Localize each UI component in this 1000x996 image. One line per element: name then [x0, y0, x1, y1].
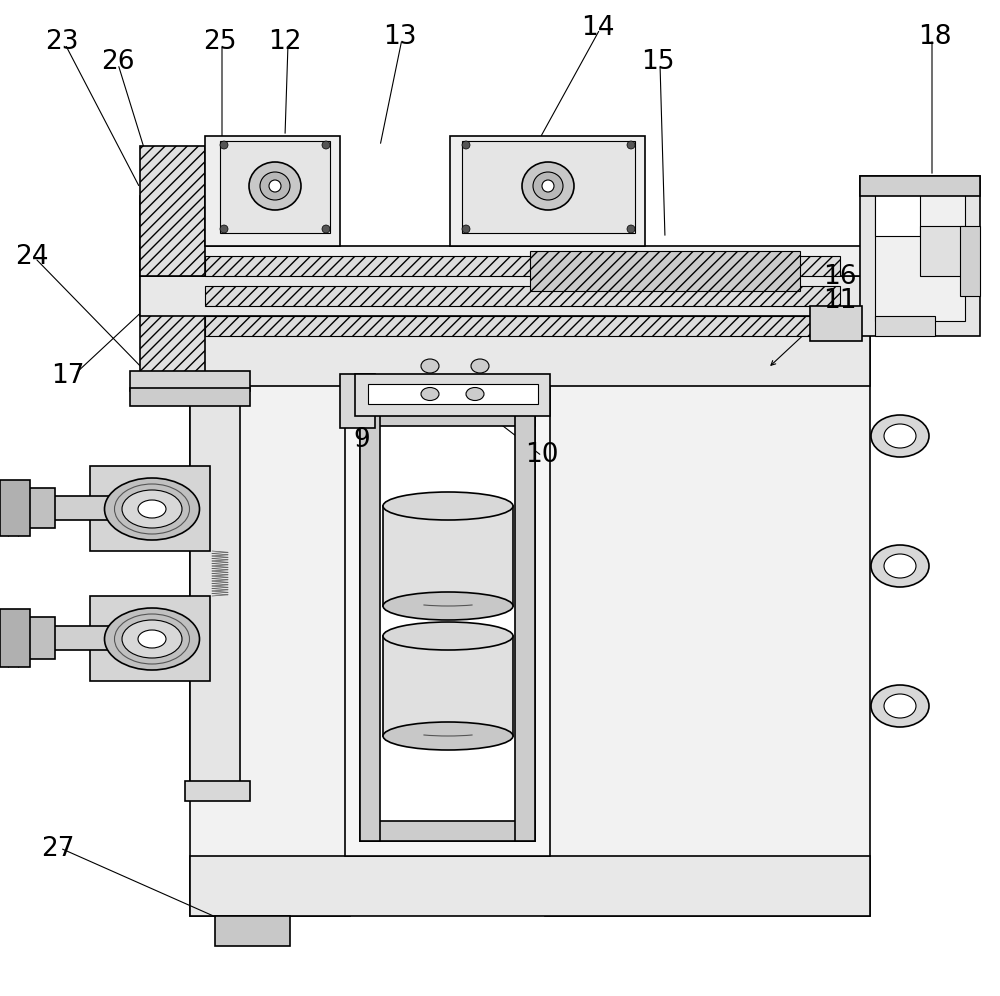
Ellipse shape	[421, 359, 439, 373]
Polygon shape	[368, 384, 538, 404]
Text: 24: 24	[15, 244, 49, 270]
Ellipse shape	[138, 630, 166, 648]
Polygon shape	[130, 388, 250, 406]
Ellipse shape	[627, 141, 635, 149]
Ellipse shape	[542, 180, 554, 192]
Ellipse shape	[383, 722, 513, 750]
Polygon shape	[875, 191, 965, 321]
Polygon shape	[875, 316, 935, 336]
Ellipse shape	[871, 415, 929, 457]
Polygon shape	[860, 176, 980, 336]
Polygon shape	[220, 141, 330, 233]
Polygon shape	[140, 196, 205, 376]
Polygon shape	[0, 617, 55, 659]
Polygon shape	[0, 488, 55, 528]
Polygon shape	[190, 316, 350, 916]
Ellipse shape	[522, 162, 574, 210]
Text: 17: 17	[51, 364, 85, 389]
Ellipse shape	[871, 685, 929, 727]
Polygon shape	[190, 396, 240, 796]
Text: 11: 11	[823, 288, 857, 314]
Ellipse shape	[383, 622, 513, 650]
Polygon shape	[0, 480, 30, 536]
Polygon shape	[205, 316, 840, 336]
Ellipse shape	[421, 387, 439, 400]
Bar	[215, 916, 290, 946]
Polygon shape	[383, 636, 513, 736]
Ellipse shape	[104, 608, 200, 670]
Polygon shape	[462, 141, 635, 233]
Ellipse shape	[884, 424, 916, 448]
Ellipse shape	[627, 225, 635, 233]
Ellipse shape	[884, 554, 916, 578]
Polygon shape	[205, 256, 840, 276]
Ellipse shape	[260, 172, 290, 200]
Ellipse shape	[322, 225, 330, 233]
Text: 10: 10	[525, 442, 559, 468]
Polygon shape	[90, 466, 210, 551]
Ellipse shape	[138, 500, 166, 518]
Polygon shape	[205, 136, 340, 246]
Text: 27: 27	[41, 836, 75, 862]
Text: 23: 23	[45, 29, 79, 55]
Polygon shape	[875, 191, 920, 236]
Polygon shape	[360, 401, 380, 841]
Polygon shape	[0, 609, 30, 667]
Polygon shape	[0, 496, 115, 520]
Polygon shape	[190, 316, 870, 386]
Polygon shape	[960, 226, 980, 296]
Text: 13: 13	[383, 24, 417, 50]
Polygon shape	[205, 286, 840, 306]
Polygon shape	[0, 626, 115, 650]
Polygon shape	[920, 226, 965, 276]
Polygon shape	[140, 276, 875, 316]
Polygon shape	[140, 146, 205, 276]
Text: 14: 14	[581, 15, 615, 41]
Polygon shape	[355, 374, 550, 416]
Ellipse shape	[533, 172, 563, 200]
Polygon shape	[190, 856, 870, 916]
Polygon shape	[810, 306, 862, 341]
Polygon shape	[90, 596, 210, 681]
Ellipse shape	[104, 478, 200, 540]
Polygon shape	[360, 401, 535, 426]
Polygon shape	[340, 374, 375, 428]
Text: 12: 12	[268, 29, 302, 55]
Ellipse shape	[383, 492, 513, 520]
Text: 9: 9	[354, 427, 370, 453]
Ellipse shape	[322, 141, 330, 149]
Polygon shape	[545, 316, 870, 916]
Ellipse shape	[122, 490, 182, 528]
Polygon shape	[383, 506, 513, 606]
Ellipse shape	[466, 387, 484, 400]
Bar	[360, 401, 535, 841]
Ellipse shape	[383, 592, 513, 620]
Polygon shape	[345, 386, 550, 856]
Text: 16: 16	[823, 264, 857, 290]
Ellipse shape	[249, 162, 301, 210]
Ellipse shape	[122, 620, 182, 658]
Ellipse shape	[220, 225, 228, 233]
Ellipse shape	[871, 545, 929, 587]
Ellipse shape	[462, 141, 470, 149]
Text: 25: 25	[203, 29, 237, 55]
Text: 18: 18	[918, 24, 952, 50]
Polygon shape	[185, 781, 250, 801]
Ellipse shape	[471, 359, 489, 373]
Ellipse shape	[220, 141, 228, 149]
Ellipse shape	[462, 225, 470, 233]
Polygon shape	[140, 246, 875, 276]
Ellipse shape	[884, 694, 916, 718]
Ellipse shape	[269, 180, 281, 192]
Polygon shape	[515, 401, 535, 841]
Text: 15: 15	[641, 49, 675, 75]
Polygon shape	[450, 136, 645, 246]
Polygon shape	[860, 176, 980, 196]
Polygon shape	[130, 371, 250, 391]
Polygon shape	[360, 821, 535, 841]
Text: 26: 26	[101, 49, 135, 75]
Polygon shape	[530, 251, 800, 291]
